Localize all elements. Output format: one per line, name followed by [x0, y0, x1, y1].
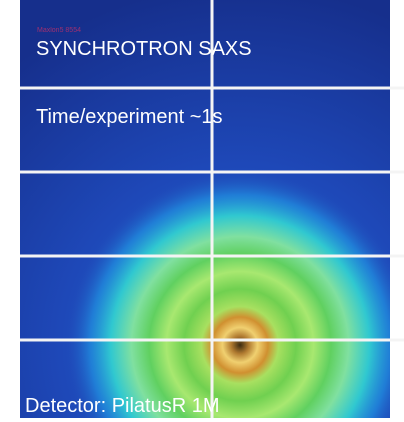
- time-label: Time/experiment ~1s: [36, 106, 223, 128]
- page: Maxlon5 8554 SYNCHROTRON SAXS Time/exper…: [0, 0, 404, 422]
- detector-label: Detector: PilatusR 1M: [25, 395, 220, 417]
- saxs-image: Maxlon5 8554 SYNCHROTRON SAXS Time/exper…: [0, 0, 404, 422]
- scatter-rings: [20, 0, 390, 418]
- title: SYNCHROTRON SAXS: [36, 38, 252, 60]
- watermark: Maxlon5 8554: [37, 27, 81, 34]
